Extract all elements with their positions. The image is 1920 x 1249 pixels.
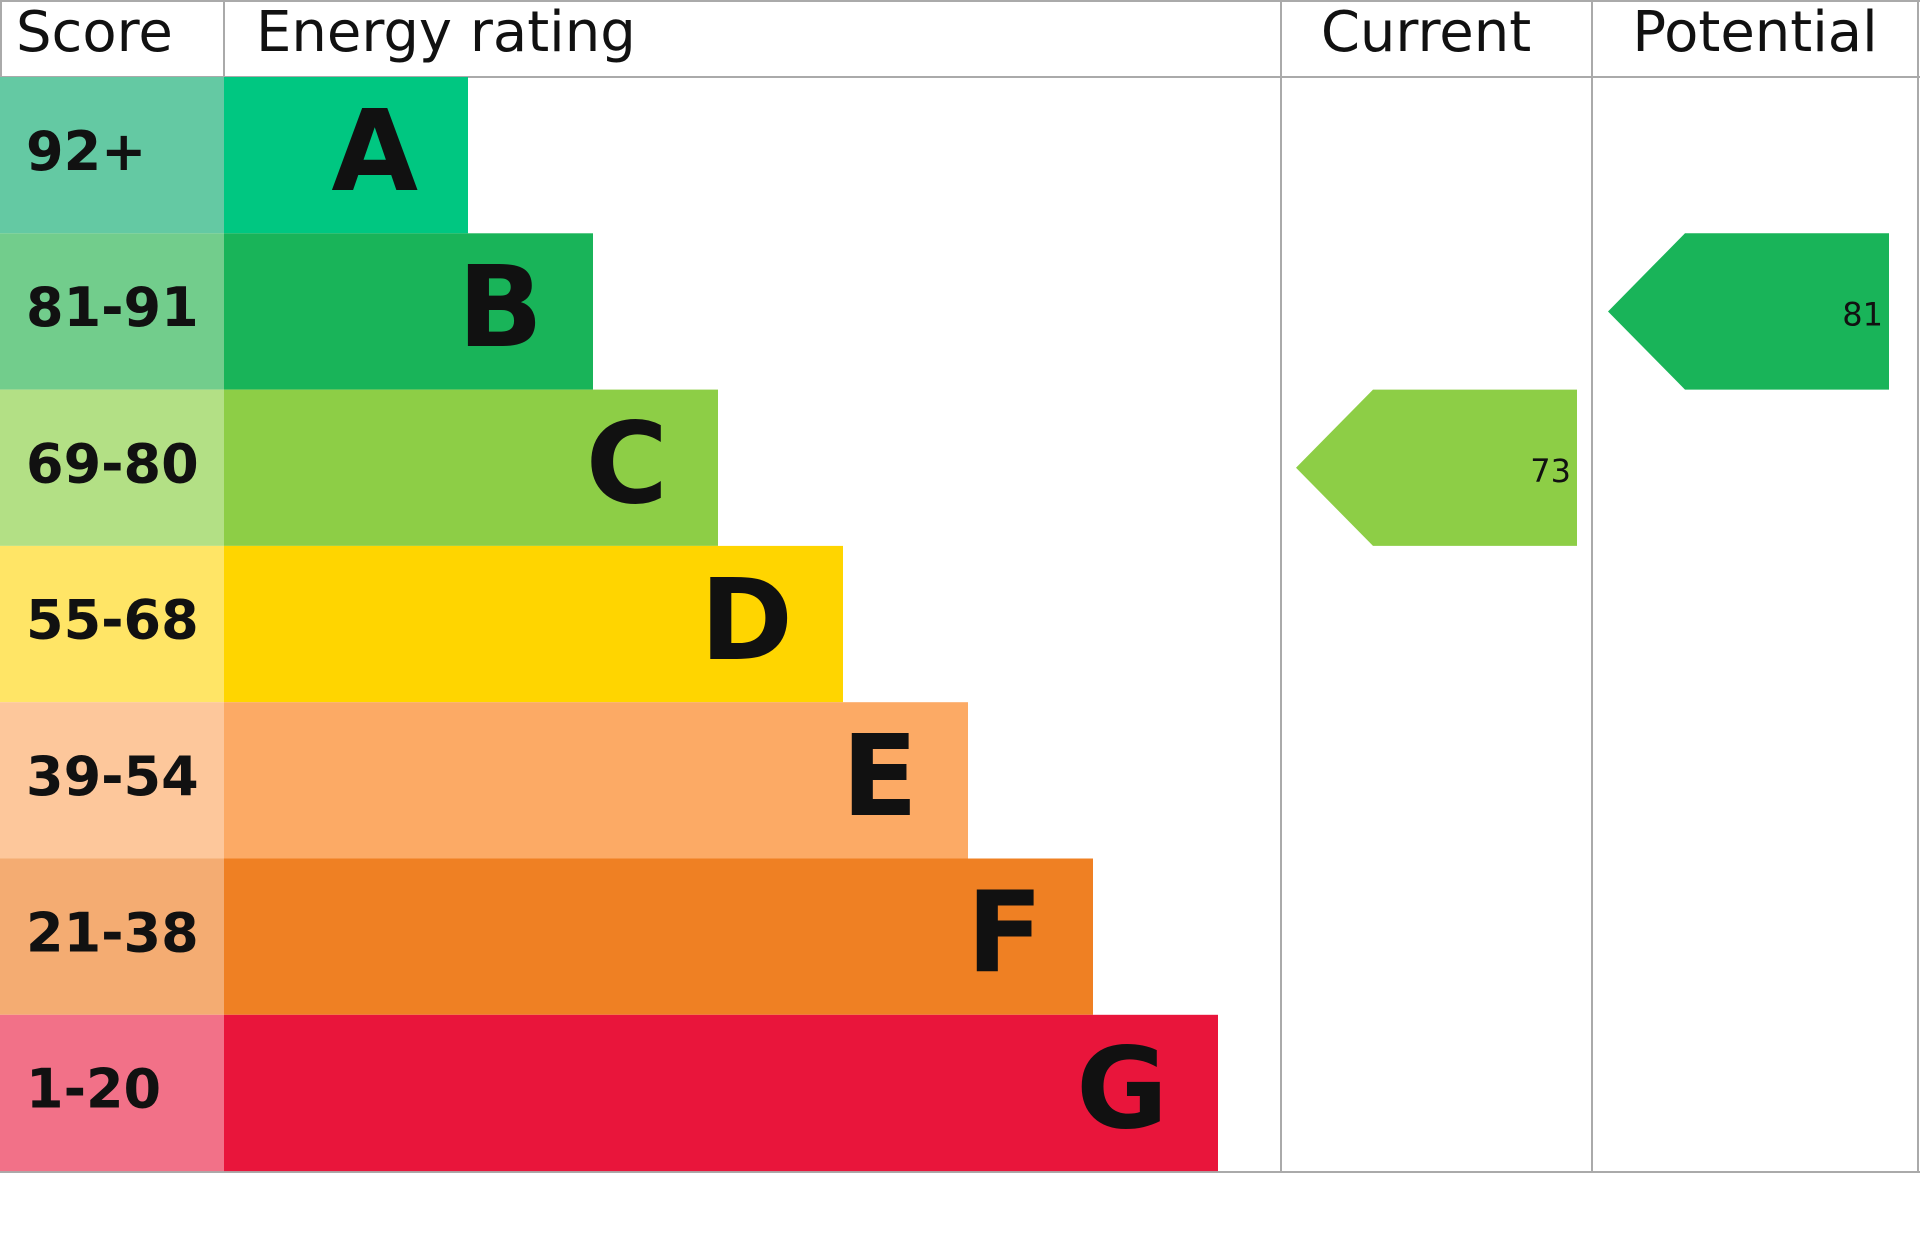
score-cell [0, 389, 224, 546]
score-cell [0, 858, 224, 1015]
score-cell [0, 77, 224, 234]
score-range: 69-80 [26, 432, 199, 495]
rating-letter: G [1076, 1025, 1168, 1155]
rating-letter: C [586, 400, 668, 530]
rating-letter: E [841, 712, 918, 842]
rating-bar [224, 702, 968, 859]
score-cell [0, 1014, 224, 1172]
rating-bar [224, 77, 468, 234]
rating-letter: F [966, 868, 1043, 998]
header-score: Score [16, 0, 173, 65]
score-range: 1-20 [26, 1058, 161, 1121]
score-range: 55-68 [26, 589, 199, 652]
rating-value: 73 [1530, 452, 1571, 490]
score-range: 21-38 [26, 901, 199, 964]
score-cell [0, 545, 224, 703]
header-potential: Potential [1632, 0, 1877, 65]
rating-bar [224, 858, 1093, 1015]
rating-bar [224, 389, 718, 546]
rating-bar [224, 1014, 1218, 1172]
rating-letter: B [458, 243, 543, 373]
rating-arrow [1608, 233, 1889, 390]
score-range: 39-54 [26, 745, 199, 808]
rating-arrow [1296, 389, 1577, 546]
rating-bar [224, 233, 593, 390]
score-cell [0, 233, 224, 390]
rating-letter: A [331, 87, 418, 217]
rating-letter: D [700, 556, 793, 686]
score-cell [0, 702, 224, 859]
header-energy-rating: Energy rating [256, 0, 636, 65]
rating-bar [224, 545, 843, 703]
score-range: 92+ [26, 120, 146, 183]
header-current: Current [1321, 0, 1531, 65]
score-range: 81-91 [26, 276, 199, 339]
rating-value: 81 [1842, 295, 1883, 333]
